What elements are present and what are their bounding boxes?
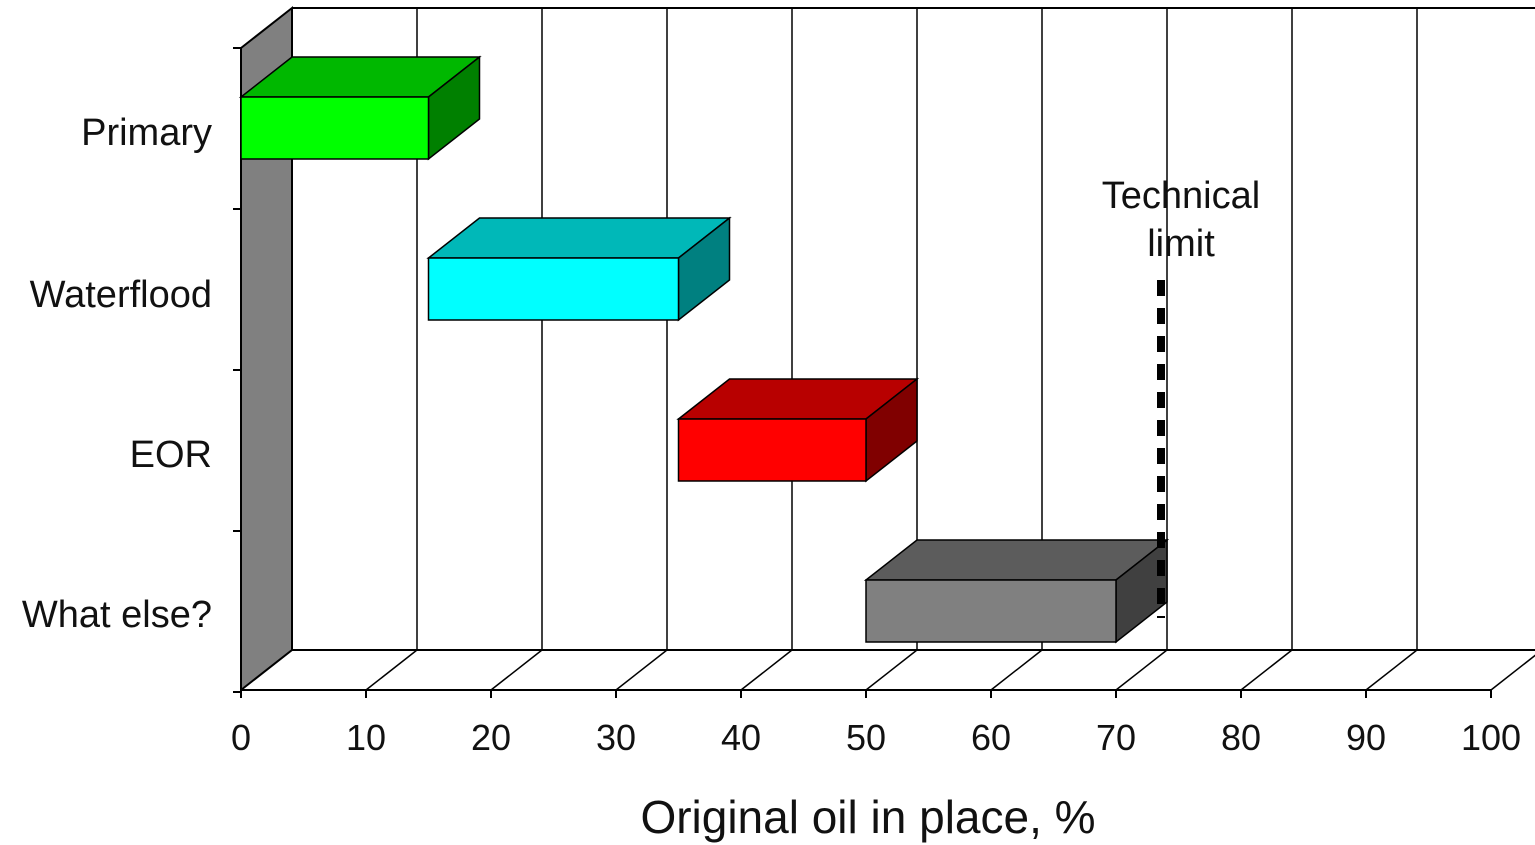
x-tick-label: 60 <box>971 717 1011 758</box>
x-tick-label: 0 <box>231 717 251 758</box>
bar-front-face <box>865 579 1117 643</box>
x-tick-label: 50 <box>846 717 886 758</box>
x-tick-label: 90 <box>1346 717 1386 758</box>
annotation-text-line1: Technical <box>1102 175 1260 217</box>
bar-waterflood <box>426 216 732 322</box>
bar-front-face <box>677 418 867 482</box>
x-tick-label: 80 <box>1221 717 1261 758</box>
floor-line <box>865 649 918 691</box>
bar-front-face <box>240 96 430 160</box>
x-tick-label: 10 <box>346 717 386 758</box>
x-tick-labels: 0 10 20 30 40 50 60 70 80 90 100 <box>231 717 1521 758</box>
floor-line <box>1365 649 1418 691</box>
x-tick-label: 30 <box>596 717 636 758</box>
annotation-text-line2: limit <box>1147 223 1215 265</box>
x-tick-label: 40 <box>721 717 761 758</box>
floor-line <box>1115 649 1168 691</box>
category-label-waterflood: Waterflood <box>30 274 212 316</box>
bar-top-face <box>863 539 1170 581</box>
floor-line <box>365 649 418 691</box>
x-tick-label: 100 <box>1461 717 1521 758</box>
x-axis-title: Original oil in place, % <box>640 791 1095 843</box>
bar-primary <box>238 55 482 161</box>
annotation: Technical limit <box>1102 175 1260 618</box>
bar-what-else <box>863 538 1170 644</box>
x-tick-label: 20 <box>471 717 511 758</box>
category-label-what-else: What else? <box>22 594 212 636</box>
bar-top-face <box>426 217 732 259</box>
bar-eor <box>676 377 920 483</box>
x-tick-label: 70 <box>1096 717 1136 758</box>
category-label-primary: Primary <box>81 112 212 154</box>
floor-line <box>1240 649 1293 691</box>
bars <box>238 55 1170 644</box>
floor-line <box>990 649 1043 691</box>
bar-front-face <box>427 257 680 321</box>
floor-line <box>740 649 793 691</box>
category-label-eor: EOR <box>130 434 212 476</box>
floor-line <box>490 649 543 691</box>
floor-line <box>1490 654 1535 691</box>
category-labels: Primary Waterflood EOR What else? <box>22 112 212 636</box>
floor-line <box>615 649 668 691</box>
